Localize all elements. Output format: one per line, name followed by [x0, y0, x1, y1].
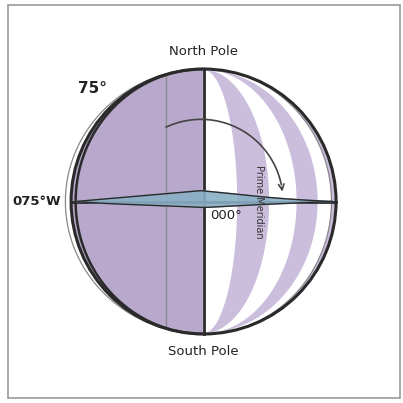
Wedge shape: [71, 69, 204, 334]
Text: Prime Meridian: Prime Meridian: [254, 165, 264, 238]
Wedge shape: [204, 69, 336, 334]
Text: South Pole: South Pole: [168, 345, 239, 357]
Polygon shape: [204, 69, 332, 334]
Text: 075°W: 075°W: [12, 195, 60, 208]
Text: North Pole: North Pole: [169, 46, 238, 58]
Polygon shape: [204, 69, 238, 334]
Polygon shape: [204, 69, 270, 334]
Text: 75°: 75°: [78, 81, 107, 96]
Text: 000°: 000°: [210, 210, 242, 222]
Polygon shape: [204, 69, 297, 334]
Polygon shape: [204, 69, 318, 334]
Polygon shape: [204, 69, 336, 334]
Polygon shape: [76, 191, 332, 208]
Circle shape: [71, 69, 336, 334]
